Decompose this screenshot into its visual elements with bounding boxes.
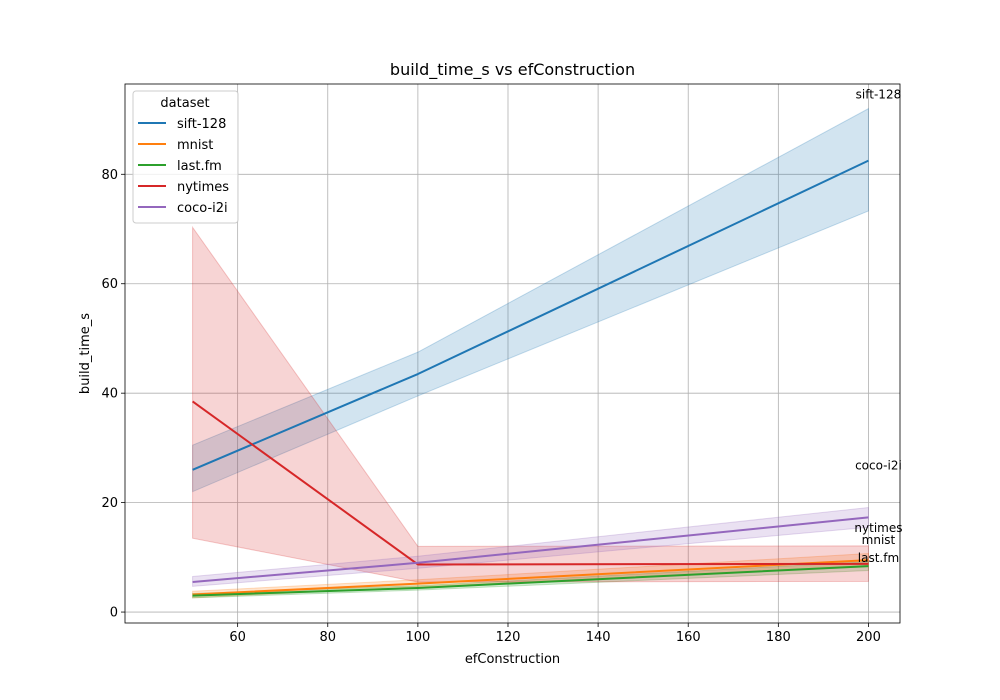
legend-label-coco-i2i: coco-i2i xyxy=(177,201,228,216)
x-tick-label: 120 xyxy=(496,630,521,645)
y-tick-label: 0 xyxy=(110,606,118,621)
legend-label-last.fm: last.fm xyxy=(177,159,222,174)
x-tick-label: 160 xyxy=(676,630,701,645)
legend-title: dataset xyxy=(160,96,209,111)
band-last.fm xyxy=(192,561,869,599)
legend-label-sift-128: sift-128 xyxy=(177,117,226,132)
y-tick-label: 40 xyxy=(101,387,118,402)
band-sift-128 xyxy=(192,107,869,493)
x-tick-label: 60 xyxy=(229,630,246,645)
y-axis-ticks: 0 20 40 60 80 xyxy=(101,168,125,621)
annotation-last.fm: last.fm xyxy=(858,551,899,565)
x-tick-label: 80 xyxy=(319,630,336,645)
x-axis-label: efConstruction xyxy=(465,652,560,667)
legend-label-mnist: mnist xyxy=(177,138,213,153)
x-tick-label: 100 xyxy=(405,630,430,645)
annotation-nytimes: nytimes xyxy=(854,521,902,535)
y-axis-label: build_time_s xyxy=(78,313,93,394)
x-tick-label: 200 xyxy=(856,630,881,645)
x-axis-ticks: 60 80 100 120 140 160 180 200 xyxy=(229,623,881,645)
grid xyxy=(125,84,900,623)
y-tick-label: 80 xyxy=(101,168,118,183)
annotation-sift-128: sift-128 xyxy=(856,88,902,102)
y-tick-label: 60 xyxy=(101,277,118,292)
legend: dataset sift-128 mnist last.fm nytimes coco-… xyxy=(132,90,239,224)
legend-label-nytimes: nytimes xyxy=(177,180,229,195)
band-nytimes xyxy=(192,225,869,583)
y-tick-label: 20 xyxy=(101,496,118,511)
chart-title: build_time_s vs efConstruction xyxy=(390,60,635,80)
line-sift-128 xyxy=(192,159,869,471)
x-tick-label: 140 xyxy=(586,630,611,645)
line-last.fm xyxy=(192,565,869,597)
line-mnist xyxy=(192,559,869,596)
line-coco-i2i xyxy=(192,516,869,583)
annotation-mnist: mnist xyxy=(862,533,896,547)
series-lines xyxy=(192,159,869,597)
plot-area-frame xyxy=(124,83,901,624)
annotation-coco-i2i: coco-i2i xyxy=(855,458,902,472)
x-tick-label: 180 xyxy=(766,630,791,645)
line-nytimes xyxy=(192,400,869,566)
